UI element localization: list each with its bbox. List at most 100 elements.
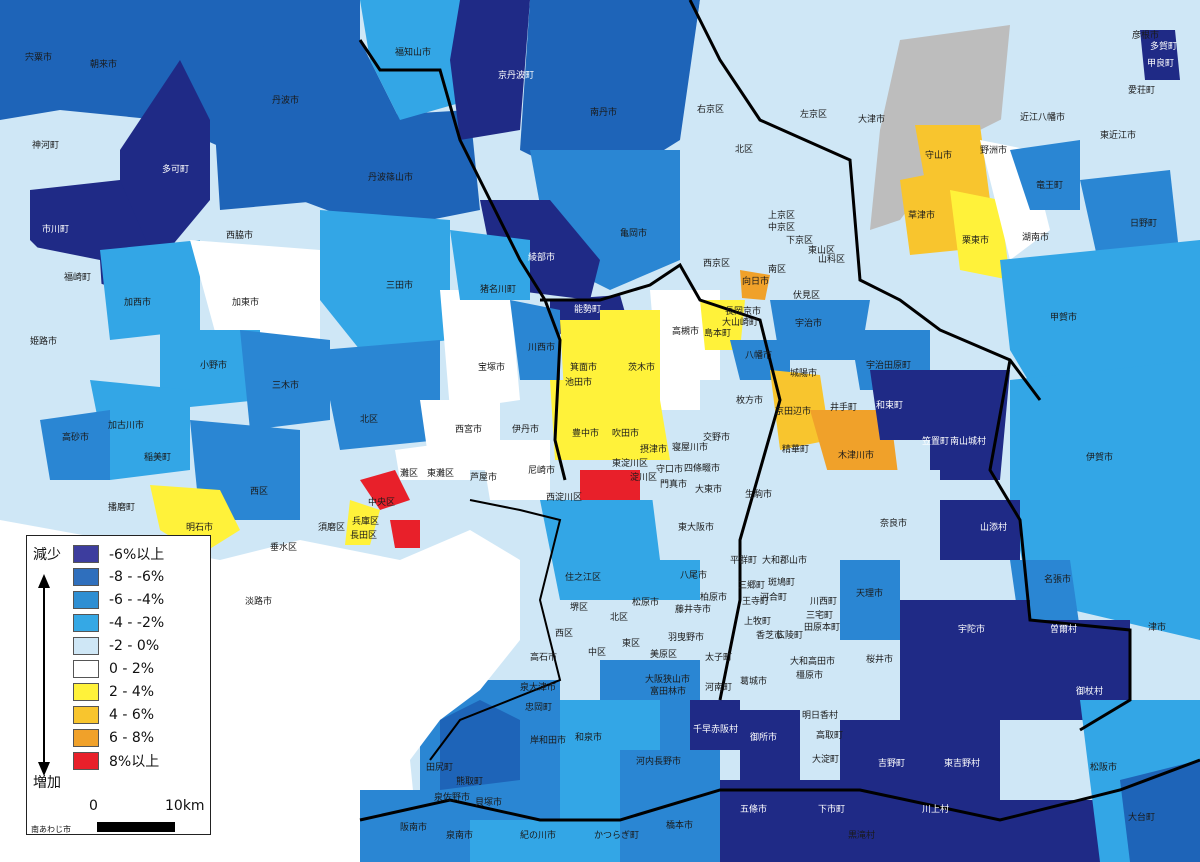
legend-swatch — [73, 706, 99, 724]
label-kizugawa: 木津川市 — [838, 449, 874, 461]
label-ryuo: 竜王町 — [1036, 179, 1063, 191]
label-neyagawa: 寝屋川市 — [672, 441, 708, 453]
legend-swatch — [73, 591, 99, 609]
label-toyonaka: 豊中市 — [572, 427, 599, 439]
region-toyonaka — [550, 380, 600, 460]
label-nantan: 南丹市 — [590, 106, 617, 118]
label-ibaraki: 茨木市 — [628, 361, 655, 373]
region-kato — [190, 240, 320, 350]
label-naka-k: 中区 — [588, 646, 606, 658]
label-sumiyoshi: 住之江区 — [565, 571, 601, 583]
label-kita-k: 北区 — [735, 144, 753, 155]
region-muko — [740, 270, 770, 300]
label-kadoma: 門真市 — [660, 478, 687, 490]
region-kawanishi — [510, 300, 560, 380]
region-kinokawa — [470, 820, 620, 862]
label-fujiidera: 藤井寺市 — [675, 603, 711, 615]
label-higashiomi: 東近江市 — [1100, 129, 1136, 141]
label-amagasaki: 尼崎市 — [528, 464, 555, 476]
label-kawanishi-n: 川西町 — [810, 596, 837, 607]
region-ritto — [950, 190, 1010, 280]
label-suma: 須磨区 — [318, 522, 345, 533]
label-yasu: 野洲市 — [980, 144, 1007, 156]
label-asuka: 明日香村 — [802, 709, 838, 721]
region-himeji — [0, 240, 110, 460]
label-mihara: 美原区 — [650, 648, 677, 660]
label-ikoma: 生駒市 — [745, 488, 772, 500]
label-takatori: 高取町 — [816, 729, 843, 741]
label-heguri: 平群町 — [730, 554, 757, 566]
legend-swatch — [73, 545, 99, 563]
label-kamigyo: 上京区 — [768, 209, 795, 221]
label-chuo-k: 中央区 — [368, 496, 395, 508]
label-higashinada: 東灘区 — [427, 467, 454, 479]
label-nishi-k: 西区 — [555, 628, 573, 639]
region-chihaya — [690, 700, 740, 750]
legend-item: 8%以上 — [73, 751, 159, 771]
label-nose: 能勢町 — [574, 303, 601, 315]
region-miki — [240, 330, 330, 430]
label-minamiyamashiro: 南山城村 — [950, 435, 986, 447]
label-yawata: 八幡市 — [745, 349, 772, 361]
label-katsuragi: 葛城市 — [740, 675, 767, 687]
label-kashihara: 橿原市 — [796, 669, 823, 681]
label-fukuchiyama: 福知山市 — [395, 46, 431, 58]
label-ikaruga: 斑鳩町 — [768, 576, 795, 588]
label-kanan: 河南町 — [705, 681, 732, 693]
label-nakagyo: 中京区 — [768, 221, 795, 233]
legend: 減少 増加 -6%以上 -8 - -6% -6 - -4% -4 - -2% -2 - … — [26, 535, 211, 835]
label-oyamazaki: 大山崎町 — [722, 316, 758, 328]
legend-item: 4 - 6% — [73, 705, 154, 725]
label-kita-kobe: 北区 — [360, 414, 378, 425]
region-koka — [1000, 240, 1200, 400]
label-toyooka: 宍粟市 — [25, 51, 52, 63]
region-hirakata — [700, 380, 780, 450]
legend-item-label: 4 - 6% — [109, 707, 155, 723]
label-tadaoka: 忠岡町 — [525, 702, 552, 713]
label-hashimoto: 橋本市 — [666, 819, 693, 831]
label-fushimi: 伏見区 — [793, 289, 820, 301]
region-south-nara — [840, 800, 1100, 862]
region-port-island — [390, 520, 420, 548]
label-miyake: 三宅町 — [806, 609, 833, 621]
region-kasai — [100, 240, 200, 340]
label-hirakata: 枚方市 — [736, 394, 763, 406]
label-sakyo: 左京区 — [800, 108, 827, 120]
region-yamazoe — [940, 500, 1020, 560]
legend-item-label: -6 - -4% — [109, 592, 165, 608]
label-koka: 甲賀市 — [1050, 311, 1077, 323]
label-kaizuka: 貝塚市 — [475, 796, 502, 808]
region-kakogawa — [90, 380, 190, 480]
legend-swatch — [73, 752, 99, 770]
label-ukyo: 右京区 — [697, 103, 724, 115]
region-takasago — [40, 410, 110, 480]
region-uji — [770, 300, 870, 360]
label-ashiya: 芦屋市 — [470, 471, 497, 483]
label-muko: 向日市 — [742, 275, 769, 287]
pref-boundary-nara-mie — [988, 359, 1132, 732]
region-yawata — [730, 340, 790, 380]
legend-item-label: 2 - 4% — [109, 684, 155, 700]
region-ayabe — [360, 0, 470, 120]
label-konan: 湖南市 — [1022, 231, 1049, 243]
label-yoshino: 吉野町 — [878, 758, 905, 769]
label-aisho: 愛荘町 — [1128, 84, 1155, 96]
label-gose: 御所市 — [750, 731, 777, 743]
label-seika: 精華町 — [782, 443, 809, 455]
label-kawai: 河合町 — [760, 591, 787, 603]
region-takarazuka — [440, 290, 520, 410]
label-kyotanabe: 京田辺市 — [775, 405, 811, 417]
label-taga: 多賀町 — [1150, 40, 1177, 52]
label-kato: 加東市 — [232, 296, 259, 308]
label-tambasasayama: 丹波篠山市 — [368, 171, 413, 183]
label-takasago: 高砂市 — [62, 431, 89, 443]
legend-item-label: -8 - -6% — [109, 569, 165, 585]
pref-boundary-hyogo-kyoto — [358, 39, 567, 481]
label-tondabayashi: 富田林市 — [650, 685, 686, 697]
label-sakurai: 桜井市 — [866, 653, 893, 665]
label-kammaki: 上牧町 — [744, 615, 771, 627]
label-matsusaka: 松阪市 — [1090, 761, 1117, 773]
region-soni-mitsue — [1030, 620, 1130, 720]
region-hannan — [360, 790, 470, 862]
label-inagawa: 猪名川町 — [480, 283, 516, 295]
